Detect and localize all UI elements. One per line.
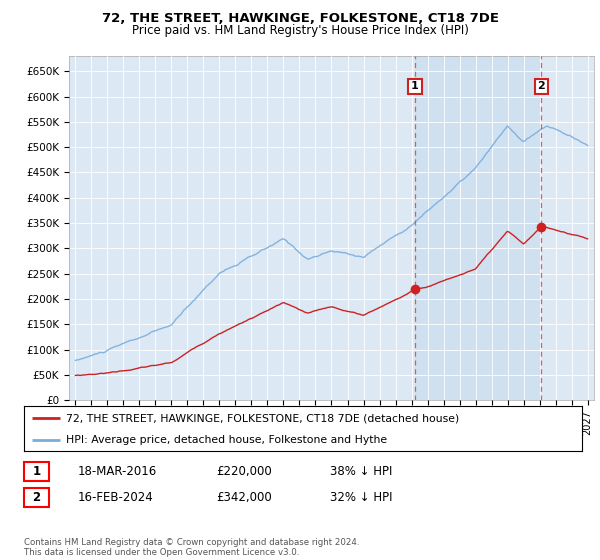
- Text: 32% ↓ HPI: 32% ↓ HPI: [330, 491, 392, 504]
- Text: Price paid vs. HM Land Registry's House Price Index (HPI): Price paid vs. HM Land Registry's House …: [131, 24, 469, 36]
- Text: 16-FEB-2024: 16-FEB-2024: [78, 491, 154, 504]
- Text: 2: 2: [32, 491, 41, 504]
- Text: 18-MAR-2016: 18-MAR-2016: [78, 465, 157, 478]
- Text: 72, THE STREET, HAWKINGE, FOLKESTONE, CT18 7DE: 72, THE STREET, HAWKINGE, FOLKESTONE, CT…: [101, 12, 499, 25]
- Bar: [415, 56, 541, 400]
- Text: 1: 1: [32, 465, 41, 478]
- Text: 38% ↓ HPI: 38% ↓ HPI: [330, 465, 392, 478]
- Text: 2: 2: [538, 81, 545, 91]
- Text: HPI: Average price, detached house, Folkestone and Hythe: HPI: Average price, detached house, Folk…: [66, 435, 387, 445]
- Text: Contains HM Land Registry data © Crown copyright and database right 2024.
This d: Contains HM Land Registry data © Crown c…: [24, 538, 359, 557]
- Text: 72, THE STREET, HAWKINGE, FOLKESTONE, CT18 7DE (detached house): 72, THE STREET, HAWKINGE, FOLKESTONE, CT…: [66, 413, 459, 423]
- Text: £342,000: £342,000: [216, 491, 272, 504]
- Bar: [541, 56, 596, 400]
- Text: 1: 1: [411, 81, 419, 91]
- Bar: [541, 56, 596, 400]
- Text: £220,000: £220,000: [216, 465, 272, 478]
